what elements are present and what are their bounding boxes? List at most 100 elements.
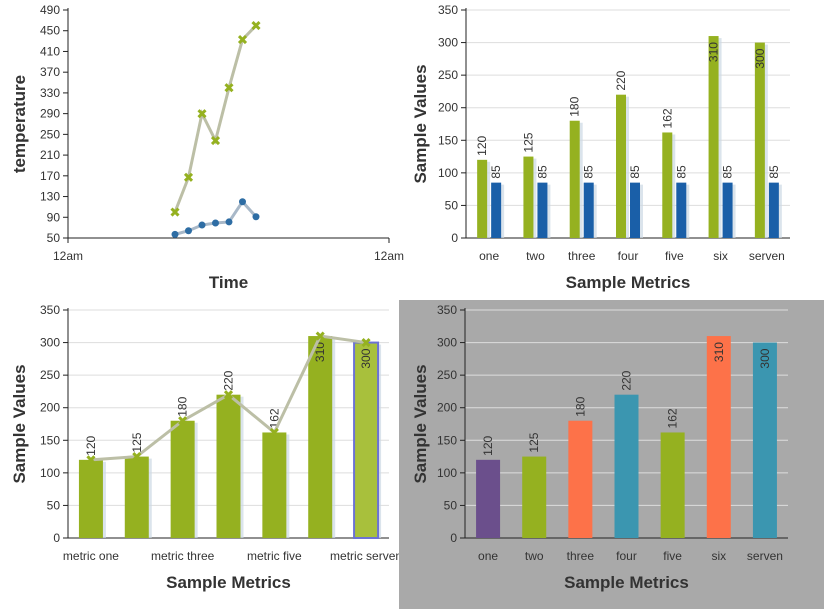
y-tick-label: 170 (40, 169, 60, 183)
y-tick-label: 100 (437, 466, 457, 480)
bar (537, 182, 548, 238)
data-label: 85 (628, 165, 642, 179)
x-marker-stroke (183, 172, 194, 182)
x-tick-label: one (478, 549, 498, 563)
data-label: 180 (573, 396, 587, 416)
data-point (198, 221, 206, 229)
y-tick-label: 250 (40, 368, 60, 382)
x-marker-stroke (224, 83, 234, 93)
y-axis-title: Sample Values (10, 364, 29, 483)
y-tick-label: 410 (40, 44, 60, 58)
y-tick-label: 250 (40, 127, 60, 141)
y-tick-label: 150 (438, 133, 458, 147)
data-label: 85 (535, 165, 549, 179)
data-point (252, 213, 260, 221)
y-tick-label: 330 (40, 86, 60, 100)
x-tick-label: two (526, 249, 545, 263)
bar (768, 182, 779, 238)
x-marker-stroke (237, 34, 248, 45)
data-point (197, 109, 207, 119)
y-tick-label: 200 (438, 101, 458, 115)
data-label: 180 (568, 96, 582, 116)
data-label: 85 (674, 165, 688, 179)
bar (660, 432, 685, 538)
overlay-point (86, 455, 96, 465)
data-label: 85 (582, 165, 596, 179)
data-label: 120 (475, 135, 489, 155)
temperature-line-chart: 50 90 130 170 210 250 290 330 370 410 450 490 12am 12… (10, 3, 404, 292)
data-point (251, 20, 261, 31)
y-tick-label: 50 (444, 498, 458, 512)
y-tick-label: 50 (47, 231, 61, 245)
data-label: 220 (620, 370, 634, 390)
x-axis-title: Time (209, 273, 248, 292)
bar-line-combo-chart: 0 50 100 150 200 250 300 350 metric one metric th… (10, 303, 402, 592)
y-tick-label: 90 (47, 210, 61, 224)
bar (630, 182, 640, 238)
overlay-point (178, 416, 188, 426)
data-point (185, 227, 192, 235)
data-label: 310 (707, 42, 721, 62)
x-tick-label: serven (747, 549, 783, 563)
x-marker-stroke (197, 109, 207, 119)
y-tick-label: 350 (40, 303, 60, 317)
x-tick-label: one (479, 249, 499, 263)
bar (216, 394, 241, 538)
y-axis-title: temperature (10, 75, 29, 173)
bar (477, 159, 488, 238)
y-tick-label: 0 (451, 231, 458, 245)
y-axis-title: Sample Values (411, 64, 430, 183)
bar (476, 459, 501, 538)
y-tick-label: 0 (450, 531, 457, 545)
x-tick-label: four (618, 249, 639, 263)
x-tick-label: three (567, 549, 595, 563)
data-point (210, 136, 221, 146)
x-marker-stroke (86, 455, 96, 465)
bar (583, 182, 594, 238)
y-tick-label: 50 (47, 498, 61, 512)
x-tick-label: three (568, 249, 596, 263)
y-tick-label: 100 (40, 466, 60, 480)
x-tick-label: five (665, 249, 684, 263)
y-tick-label: 200 (437, 401, 457, 415)
data-label: 300 (753, 48, 767, 68)
data-point (224, 83, 234, 93)
y-tick-label: 0 (53, 531, 60, 545)
y-tick-label: 150 (437, 433, 457, 447)
bar (708, 36, 719, 238)
x-tick-label: metric five (247, 549, 302, 563)
y-tick-label: 50 (445, 198, 459, 212)
bar (491, 182, 502, 238)
bar (706, 336, 731, 538)
x-marker-stroke (210, 136, 221, 146)
x-marker-stroke (170, 207, 180, 217)
x-tick-label: two (525, 549, 544, 563)
x-axis-title: Sample Metrics (166, 573, 291, 592)
data-label: 125 (130, 432, 144, 452)
bar (170, 420, 195, 538)
x-tick-label: serven (749, 249, 785, 263)
data-label: 220 (222, 370, 236, 390)
bar-line-combo-chart-panel: 0 50 100 150 200 250 300 350 metric one metric th… (0, 300, 402, 609)
bar (662, 132, 673, 238)
data-point (225, 218, 233, 226)
bar (614, 394, 639, 538)
x-tick-label: five (663, 549, 682, 563)
x-tick-label: six (711, 549, 726, 563)
data-label: 120 (84, 435, 98, 455)
bar (523, 156, 534, 238)
x-tick-label: 12am (374, 249, 404, 263)
y-tick-label: 370 (40, 65, 60, 79)
data-label: 162 (660, 108, 674, 128)
data-label: 85 (721, 165, 735, 179)
y-tick-label: 150 (40, 433, 60, 447)
grouped-bar-chart-panel: 0 50 100 150 200 250 300 350 one two three four five… (411, 0, 824, 300)
bar (569, 120, 580, 238)
bar (676, 182, 687, 238)
bar (353, 341, 380, 540)
x-tick-label: metric serven (330, 549, 402, 563)
data-label: 300 (758, 348, 772, 368)
bar (124, 456, 149, 538)
data-label: 180 (176, 396, 190, 416)
data-label: 120 (481, 435, 495, 455)
